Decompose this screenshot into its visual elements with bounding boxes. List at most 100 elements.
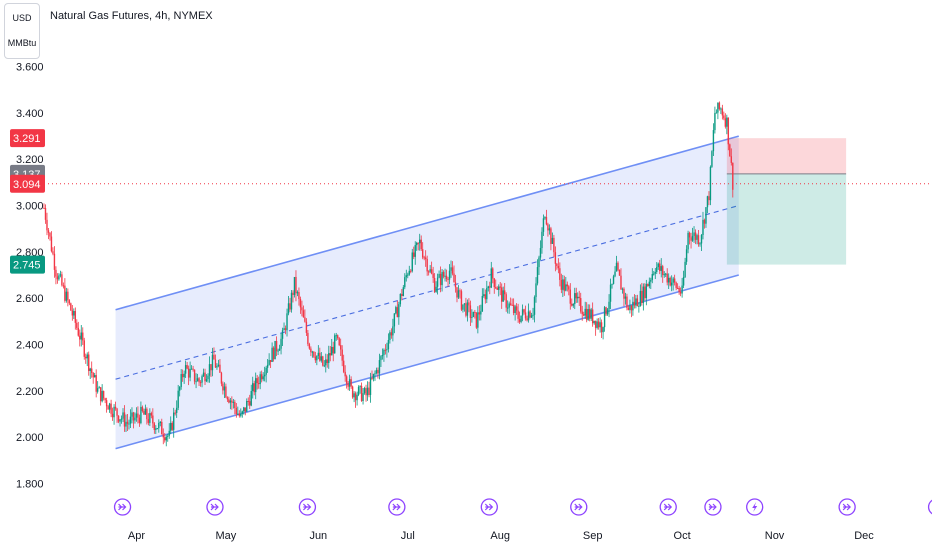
dividend-arrow-icon[interactable]: [570, 498, 588, 516]
arrow-glyph: [574, 503, 583, 511]
candle: [603, 305, 606, 332]
candle: [512, 298, 515, 316]
candle: [445, 269, 448, 282]
candle-body: [627, 307, 630, 310]
dividend-arrow-icon[interactable]: [388, 498, 406, 516]
candle: [420, 235, 422, 251]
candle: [61, 271, 63, 287]
dividend-arrow-icon[interactable]: [480, 498, 498, 516]
candle: [232, 398, 235, 409]
reward-zone: [726, 173, 847, 265]
candle-body: [59, 274, 62, 276]
candle-body: [68, 300, 71, 304]
candle-body: [46, 219, 48, 231]
candle-body: [374, 373, 376, 375]
candle: [574, 287, 576, 310]
candle: [353, 391, 355, 403]
candle-body: [238, 413, 241, 416]
candle: [708, 191, 710, 206]
candle-body: [363, 388, 366, 394]
candle-body: [718, 102, 721, 109]
candle: [192, 365, 194, 372]
candle-body: [217, 364, 220, 367]
candle: [378, 353, 381, 380]
candle-body: [331, 346, 333, 356]
candle: [657, 262, 659, 270]
candle: [366, 381, 369, 401]
dividend-arrow-icon[interactable]: [113, 498, 132, 516]
candle-body: [478, 312, 481, 315]
unit-selector[interactable]: USD MMBtu: [4, 3, 40, 59]
candle: [70, 302, 72, 311]
candle-body: [445, 275, 448, 279]
candle: [275, 336, 278, 357]
arrow-glyph: [708, 503, 717, 511]
candle-body: [226, 397, 229, 400]
candle: [503, 282, 506, 301]
candle-body: [283, 328, 285, 331]
candle-body: [685, 249, 688, 262]
candle-body: [487, 286, 489, 289]
candle-body: [332, 346, 334, 354]
dividend-arrow-icon[interactable]: [927, 499, 932, 515]
candle: [372, 373, 375, 382]
candle-body: [165, 436, 167, 441]
short-position-tool[interactable]: [726, 138, 847, 265]
candle-body: [496, 287, 498, 290]
candle: [615, 255, 618, 272]
dividend-arrow-icon[interactable]: [838, 498, 856, 516]
candle: [721, 104, 724, 120]
candle-body: [426, 259, 428, 272]
dividend-arrow-icon[interactable]: [298, 498, 317, 516]
candle-body: [396, 307, 399, 318]
candle: [102, 390, 105, 401]
candle-body: [580, 298, 582, 312]
candle-body: [600, 322, 603, 333]
candle-body: [76, 322, 78, 328]
candle-body: [498, 286, 500, 290]
candle: [286, 308, 288, 337]
candle: [217, 359, 220, 368]
candle: [347, 381, 349, 391]
candle: [611, 283, 613, 289]
candle-body: [98, 387, 100, 389]
candle: [632, 296, 634, 316]
candle-body: [222, 383, 224, 391]
candle: [424, 250, 427, 267]
candle-body: [518, 318, 521, 322]
candle: [55, 266, 57, 285]
candle: [268, 353, 270, 366]
candle: [653, 270, 655, 276]
dividend-arrow-icon[interactable]: [659, 498, 677, 516]
candle-body: [301, 307, 303, 311]
candle: [68, 299, 71, 306]
candle-body: [91, 368, 93, 373]
candle-body: [439, 273, 442, 286]
candle: [171, 421, 173, 431]
candle: [527, 303, 530, 323]
candle: [727, 117, 730, 151]
y-tick-label: 3.600: [16, 62, 44, 74]
dividend-arrow-icon[interactable]: [206, 498, 224, 516]
candle-body: [490, 268, 492, 288]
candle-body: [676, 287, 679, 289]
event-markers[interactable]: [113, 498, 932, 516]
event-circle: [927, 499, 932, 515]
candle-body: [502, 290, 504, 302]
candle-body: [456, 287, 458, 298]
candle: [526, 315, 528, 322]
earnings-flash-icon[interactable]: [746, 498, 764, 516]
candle: [509, 297, 512, 306]
candle: [483, 288, 485, 298]
candle: [536, 259, 539, 286]
candle-body: [471, 316, 473, 318]
candle-body: [125, 421, 127, 427]
candle-body: [679, 292, 682, 294]
candle-body: [371, 377, 373, 379]
candle: [369, 372, 372, 403]
dividend-arrow-icon[interactable]: [704, 498, 722, 516]
candle: [433, 273, 436, 294]
candle-body: [726, 117, 728, 127]
candle: [663, 271, 665, 278]
